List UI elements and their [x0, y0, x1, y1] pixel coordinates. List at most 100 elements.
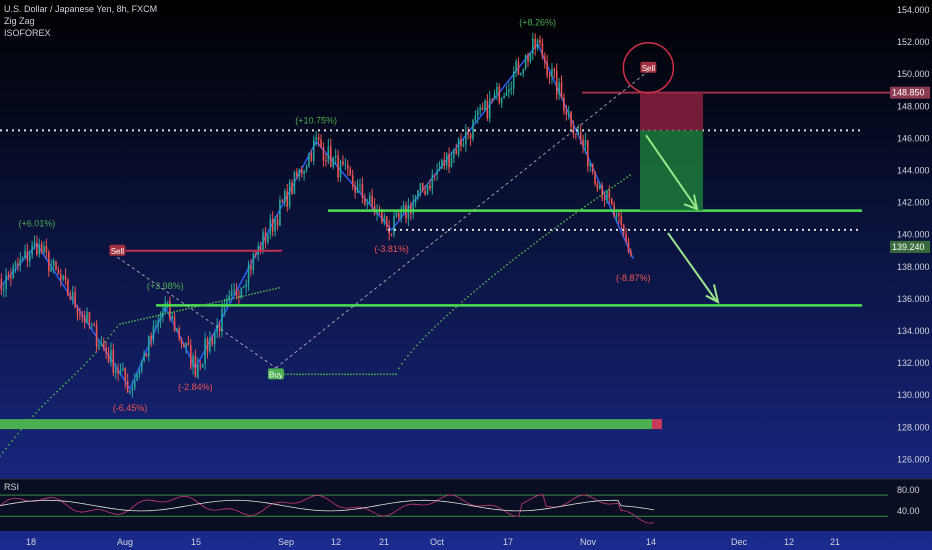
candle-body — [79, 315, 81, 317]
candle-body — [267, 234, 269, 243]
trend-dot — [191, 306, 193, 309]
candle-body — [368, 195, 371, 204]
trend-dot — [296, 373, 298, 376]
resistance-price-tag[interactable] — [890, 86, 930, 99]
trend-dot — [278, 286, 280, 289]
candle-body — [510, 88, 513, 90]
trend-dot — [29, 418, 31, 421]
x-axis-tick: Oct — [430, 537, 445, 547]
stop-loss-zone[interactable] — [640, 92, 703, 131]
candle-body — [563, 97, 565, 112]
candle-body — [216, 325, 218, 333]
candle-body — [45, 245, 48, 253]
target-arrow-2[interactable] — [667, 232, 717, 302]
trend-dot — [521, 252, 523, 254]
trend-dot — [503, 266, 505, 269]
trend-dot — [608, 188, 610, 191]
candle-body — [187, 342, 190, 346]
candle-body — [553, 69, 556, 71]
candle-body — [505, 92, 508, 96]
trend-dot — [107, 337, 109, 340]
zigzag-indicator-label[interactable]: Zig Zag — [4, 16, 35, 26]
candle-body — [230, 290, 233, 296]
trend-dot — [425, 334, 427, 337]
bottom-band[interactable] — [0, 419, 652, 430]
trend-dot — [581, 207, 583, 210]
zigzag-line[interactable] — [0, 42, 634, 391]
trend-dot — [464, 298, 466, 301]
candle-body — [145, 353, 148, 357]
trend-dot — [251, 293, 253, 295]
rsi-title[interactable]: RSI — [4, 482, 20, 492]
trend-dot — [263, 290, 265, 293]
candle-body — [206, 338, 209, 352]
rsi-line[interactable] — [0, 494, 655, 524]
candle-body — [601, 185, 603, 199]
candle-body — [517, 61, 520, 76]
candle-body — [40, 243, 43, 253]
trend-dot — [227, 298, 229, 301]
trend-dot — [149, 316, 151, 319]
candle-body — [524, 55, 527, 69]
trend-dot — [89, 358, 91, 360]
trend-dot — [41, 405, 43, 408]
candle-body — [74, 292, 76, 308]
trend-dot — [32, 415, 34, 418]
target-arrow-1[interactable] — [645, 134, 697, 208]
trend-dot — [320, 373, 322, 376]
candle-body — [88, 312, 91, 325]
candle-body — [117, 369, 119, 374]
symbol-title: U.S. Dollar / Japanese Yen, 8h, FXCM — [4, 4, 158, 14]
candle-body — [317, 137, 320, 140]
candle-body — [233, 289, 235, 291]
candle-body — [476, 110, 479, 116]
candle-body — [351, 175, 354, 187]
trend-dot — [518, 254, 520, 257]
candle-body — [159, 317, 162, 321]
trend-dot — [161, 313, 163, 316]
signal-sell-badge[interactable] — [640, 61, 657, 73]
zigzag-percent-label: (-8.87%) — [616, 273, 651, 283]
candle-body — [102, 342, 105, 348]
candle-body — [64, 275, 67, 280]
candle-body — [291, 182, 293, 194]
candle-body — [166, 301, 169, 303]
isoforex-indicator-label[interactable]: ISOFOREX — [4, 28, 51, 38]
trend-dot — [254, 292, 256, 295]
candle-body — [38, 243, 41, 255]
candle-body — [361, 184, 364, 198]
candle-body — [283, 190, 286, 202]
x-axis-tick: 12 — [331, 537, 341, 547]
trend-dot — [302, 373, 304, 376]
trend-dot — [146, 317, 148, 319]
trend-dot — [59, 387, 61, 390]
candle-body — [520, 73, 522, 76]
y-axis-tick: 144.000 — [897, 166, 930, 176]
candle-body — [465, 131, 467, 145]
trend-dot — [17, 432, 19, 435]
candle-body — [515, 61, 517, 72]
candles[interactable] — [0, 32, 632, 398]
trend-dot — [533, 242, 535, 245]
candle-body — [98, 345, 100, 347]
trend-dot — [236, 296, 238, 299]
candle-body — [479, 107, 481, 111]
trend-dot — [455, 306, 457, 309]
trend-dot — [377, 373, 379, 376]
signal-sell-badge[interactable] — [109, 244, 126, 256]
trend-dot — [614, 184, 616, 187]
signal-buy-badge[interactable] — [267, 368, 284, 380]
trend-dot — [551, 229, 553, 232]
trend-dot — [74, 373, 76, 376]
x-axis-tick: 18 — [26, 537, 36, 547]
candle-body — [91, 324, 93, 326]
trend-dot — [167, 312, 169, 315]
rsi-sma-line[interactable] — [0, 499, 655, 512]
trend-dot — [311, 373, 313, 376]
trend-dot — [446, 314, 448, 317]
candle-body — [589, 163, 592, 167]
candle-body — [173, 316, 176, 332]
current-price-tag[interactable] — [890, 240, 930, 253]
candle-body — [591, 163, 594, 172]
